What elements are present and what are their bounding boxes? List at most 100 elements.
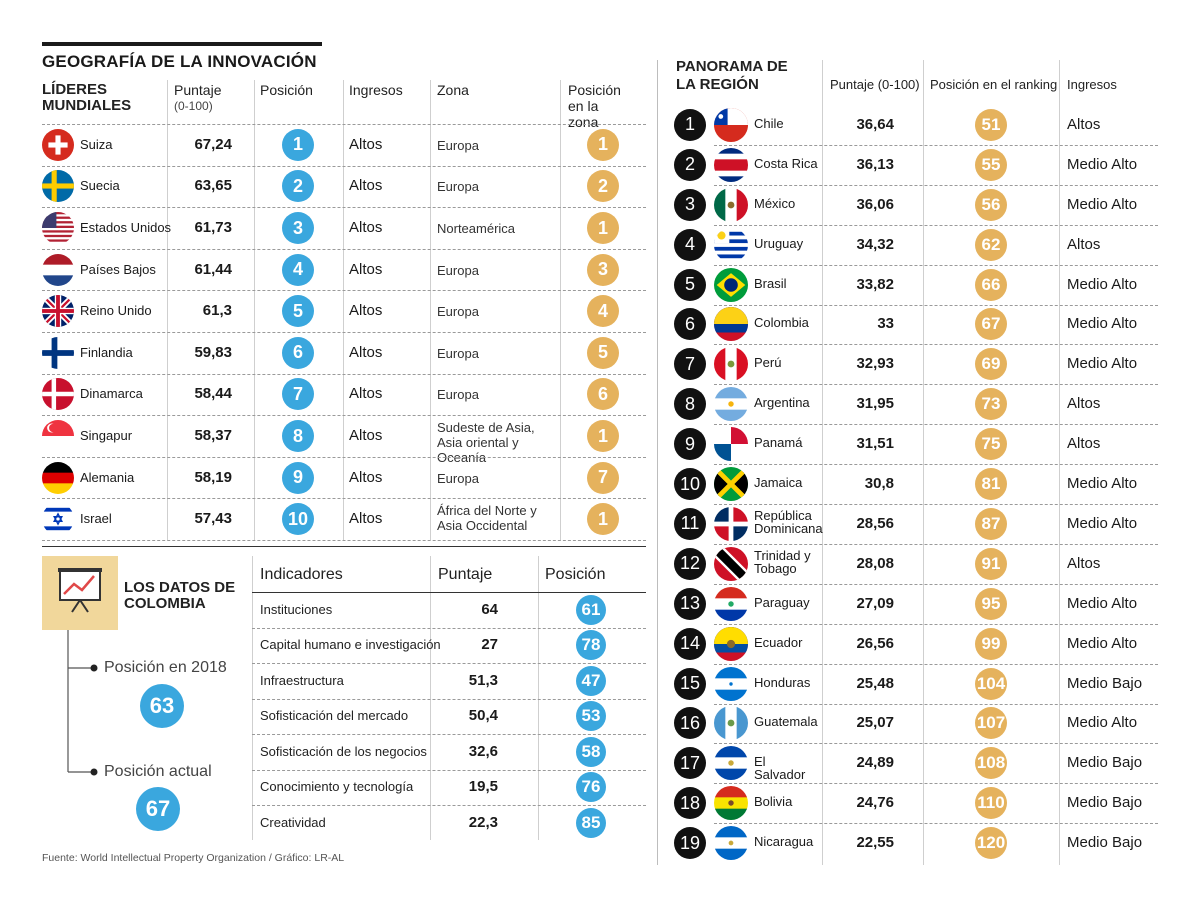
region-ranking-position: 67 — [975, 308, 1007, 341]
leaders-sep — [430, 80, 431, 540]
leader-zone: África del Norte y Asia Occidental — [437, 503, 537, 534]
leader-zone-position: 5 — [587, 336, 619, 369]
sv-flag-icon — [714, 746, 748, 781]
leader-position: 8 — [282, 420, 314, 452]
region-country: Nicaragua — [754, 834, 814, 850]
indicator-score: 19,5 — [468, 778, 498, 796]
indicator-position: 53 — [576, 701, 606, 732]
leaders-row-divider — [42, 332, 646, 333]
leader-score: 61,44 — [194, 260, 232, 278]
region-row-divider — [714, 184, 1158, 186]
region-heading: PANORAMA DE LA REGIÓN — [676, 58, 788, 93]
leaders-heading-text: LÍDERES MUNDIALES — [42, 81, 132, 114]
leader-position: 5 — [282, 295, 314, 328]
leader-country: Dinamarca — [80, 386, 143, 402]
region-rank-number: 15 — [674, 667, 706, 700]
region-country: El Salvador — [754, 754, 806, 783]
region-row-divider — [714, 623, 1158, 625]
region-score: 36,64 — [856, 115, 894, 133]
region-income: Medio Bajo — [1067, 754, 1143, 772]
ind-sep — [430, 556, 431, 840]
indicators-row-divider — [252, 627, 646, 629]
leader-zone: Europa — [437, 262, 479, 278]
region-country: Panamá — [754, 435, 803, 451]
region-row-divider — [714, 743, 1158, 745]
leader-score: 63,65 — [194, 177, 232, 195]
region-income: Altos — [1067, 554, 1101, 572]
indicator-position: 61 — [576, 594, 606, 625]
leader-position: 2 — [282, 170, 314, 203]
region-ranking-position: 51 — [975, 108, 1007, 141]
leaders-row-divider — [42, 415, 646, 417]
indicator-name: Instituciones — [260, 601, 333, 617]
region-sep — [822, 60, 823, 865]
us-flag-icon — [42, 212, 74, 244]
region-income: Medio Alto — [1067, 594, 1138, 612]
region-score: 30,8 — [864, 475, 894, 493]
leaders-col-income: Ingresos — [349, 82, 403, 98]
region-rank-number: 3 — [674, 188, 706, 221]
leaders-row-divider — [42, 124, 646, 125]
indicator-score: 32,6 — [468, 742, 498, 760]
pos-current-value: 67 — [136, 787, 180, 831]
ar-flag-icon — [714, 387, 748, 422]
region-ranking-position: 91 — [975, 547, 1007, 580]
region-country: Chile — [754, 115, 784, 131]
region-score: 36,06 — [856, 195, 894, 213]
uy-flag-icon — [714, 227, 748, 262]
region-ranking-position: 81 — [975, 468, 1007, 501]
leader-country: Suiza — [80, 136, 113, 152]
leaders-row-divider — [42, 248, 646, 250]
leaders-sep — [343, 80, 344, 540]
leader-zone-position: 1 — [587, 420, 619, 452]
region-col-income: Ingresos — [1067, 77, 1117, 92]
indicator-score: 64 — [481, 600, 498, 618]
leader-zone: Europa — [437, 387, 479, 403]
bo-flag-icon — [714, 786, 748, 821]
indicators-row-divider — [252, 734, 646, 735]
leader-country: Israel — [80, 511, 112, 527]
region-rank-number: 4 — [674, 228, 706, 261]
region-score: 33,82 — [856, 275, 894, 293]
leader-income: Altos — [349, 260, 383, 278]
region-rank-number: 2 — [674, 148, 706, 181]
region-country: Bolivia — [754, 794, 793, 810]
leader-country: Alemania — [80, 469, 135, 485]
region-score: 28,56 — [856, 514, 894, 532]
region-income: Medio Alto — [1067, 155, 1138, 173]
leader-position: 9 — [282, 461, 314, 494]
region-rank-number: 10 — [674, 468, 706, 501]
region-ranking-position: 110 — [975, 787, 1007, 820]
region-rank-number: 16 — [674, 707, 706, 740]
region-income: Medio Alto — [1067, 514, 1138, 532]
region-score: 31,95 — [856, 395, 894, 413]
leader-score: 67,24 — [194, 135, 232, 153]
leaders-row-divider — [42, 290, 646, 292]
leaders-row-divider — [42, 540, 646, 541]
region-income: Altos — [1067, 435, 1101, 453]
indicator-name: Creatividad — [260, 814, 326, 830]
leader-zone: Norteamérica — [437, 221, 516, 236]
region-score: 36,13 — [856, 155, 894, 173]
indicator-score: 50,4 — [468, 707, 498, 725]
region-score: 33 — [877, 315, 894, 333]
indicator-name: Conocimiento y tecnología — [260, 779, 414, 795]
il-flag-icon — [42, 503, 74, 536]
leader-zone: Europa — [437, 470, 479, 486]
leaders-row-divider — [42, 165, 646, 167]
leader-income: Altos — [349, 343, 383, 361]
nl-flag-icon — [42, 253, 74, 286]
ec-flag-icon — [714, 626, 748, 661]
de-flag-icon — [42, 461, 74, 494]
region-rank-number: 8 — [674, 388, 706, 421]
indicator-position: 76 — [576, 772, 606, 803]
region-score: 26,56 — [856, 634, 894, 652]
leaders-col-zone-pos: Posición en la zona — [568, 82, 621, 130]
ind-sep — [538, 556, 539, 840]
leader-score: 61,73 — [194, 219, 232, 236]
indicator-name: Sofisticación de los negocios — [260, 743, 427, 759]
indicator-position: 85 — [576, 807, 606, 838]
co-flag-icon — [714, 307, 748, 342]
region-row-divider — [714, 224, 1158, 226]
se-flag-icon — [42, 170, 74, 203]
